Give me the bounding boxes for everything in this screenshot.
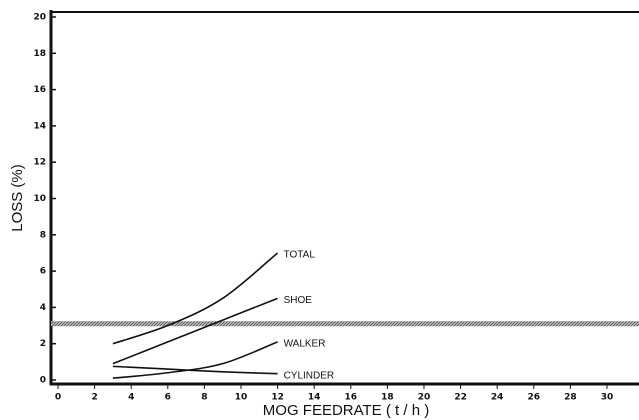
series-label: SHOE [284,295,313,306]
y-tick-label: 6 [40,267,46,277]
x-tick-label: 22 [454,393,467,403]
x-tick-label: 24 [491,393,504,403]
y-tick-label: 4 [40,303,46,313]
series-label: WALKER [284,339,326,350]
y-tick-label: 12 [33,158,46,168]
y-tick-label: 10 [33,194,46,204]
x-tick-label: 26 [528,393,541,403]
y-tick-label: 2 [40,339,46,349]
y-tick-label: 8 [40,230,46,240]
x-axis-label: MOG FEEDRATE ( t / h ) [263,402,429,419]
series-label: CYLINDER [284,370,335,381]
x-tick-label: 2 [91,393,97,403]
x-tick-label: 6 [165,393,171,403]
x-tick-label: 20 [418,393,431,403]
x-tick-label: 14 [308,393,321,403]
y-tick-label: 16 [33,85,46,95]
reference-band [51,321,639,327]
x-tick-label: 10 [235,393,248,403]
x-tick-label: 16 [345,393,358,403]
series-line [112,341,278,379]
x-tick-label: 4 [128,393,134,403]
series-line [112,297,278,365]
y-tick-label: 18 [33,49,46,59]
x-tick-label: 8 [201,393,207,403]
y-tick-label: 0 [40,376,46,386]
y-tick-label: 14 [33,121,46,131]
x-tick-label: 18 [381,393,394,403]
x-tick-label: 30 [601,393,614,403]
series-line [112,252,279,345]
y-axis-label: LOSS (%) [9,164,26,232]
series-line [112,365,278,375]
x-tick-label: 12 [271,393,284,403]
x-tick-label: 0 [55,393,61,403]
series-label: TOTAL [284,250,316,261]
x-tick-label: 28 [564,393,577,403]
y-tick-label: 20 [33,13,46,23]
